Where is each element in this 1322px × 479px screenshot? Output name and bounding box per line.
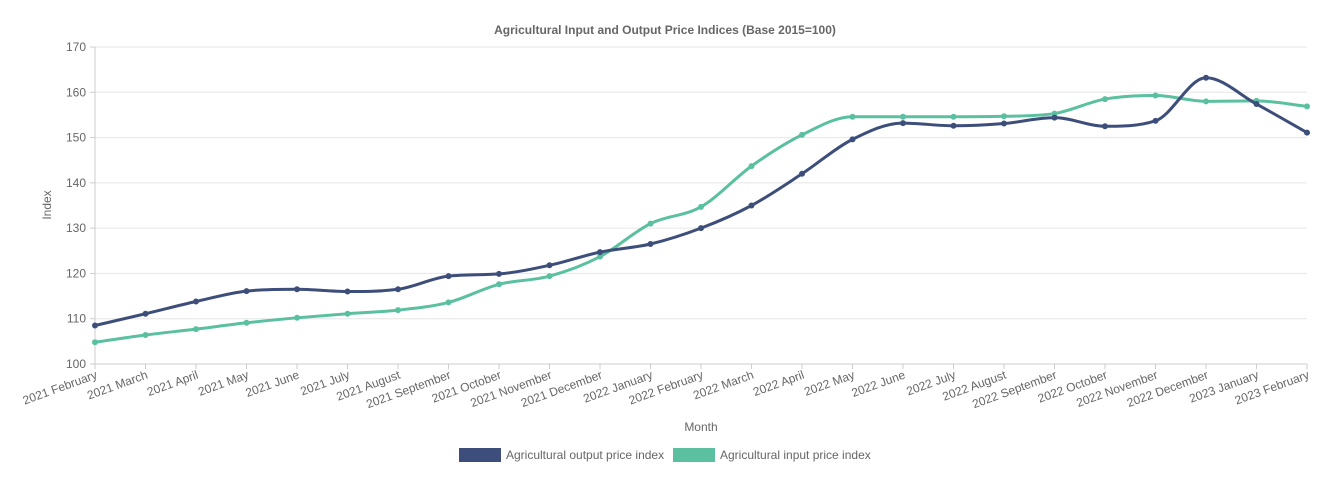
data-point-input[interactable] [193, 326, 199, 333]
legend-label-output: Agricultural output price index [506, 448, 664, 462]
data-point-input[interactable] [1152, 92, 1159, 99]
data-point-output[interactable] [445, 273, 452, 280]
data-point-output[interactable] [597, 249, 603, 256]
data-point-output[interactable] [92, 322, 98, 329]
y-tick-label: 160 [66, 85, 86, 99]
data-point-output[interactable] [1253, 101, 1260, 108]
y-tick-label: 120 [66, 266, 86, 280]
data-point-output[interactable] [496, 270, 502, 277]
data-point-output[interactable] [900, 120, 906, 127]
data-point-output[interactable] [698, 225, 704, 232]
legend-label-input: Agricultural input price index [720, 448, 871, 462]
chart-title: Agricultural Input and Output Price Indi… [494, 23, 836, 37]
data-point-input[interactable] [698, 203, 704, 210]
series-group [92, 74, 1310, 346]
x-tick-label: 2021 May [196, 368, 250, 399]
data-point-output[interactable] [647, 240, 654, 247]
data-point-input[interactable] [799, 131, 805, 138]
y-tick-label: 150 [66, 131, 86, 145]
data-point-output[interactable] [849, 136, 856, 143]
data-point-input[interactable] [496, 281, 502, 288]
x-tick-label: 2021 June [244, 368, 302, 400]
data-point-output[interactable] [395, 286, 401, 293]
data-point-output[interactable] [243, 288, 250, 295]
data-point-input[interactable] [92, 339, 98, 346]
y-tick-label: 140 [66, 176, 86, 190]
data-point-input[interactable] [243, 319, 250, 326]
legend-item-input[interactable]: Agricultural input price index [673, 448, 871, 462]
data-point-input[interactable] [142, 332, 149, 339]
data-point-input[interactable] [1304, 103, 1310, 110]
x-tick-label: 2022 May [802, 368, 856, 399]
data-point-input[interactable] [1001, 113, 1007, 120]
x-tick-label: 2022 June [850, 368, 908, 400]
data-point-output[interactable] [1203, 74, 1209, 81]
data-point-output[interactable] [546, 262, 553, 269]
y-axis: 100 110 120 130 140 150 160 170 [66, 40, 96, 371]
data-point-input[interactable] [395, 307, 401, 314]
data-point-output[interactable] [799, 170, 805, 177]
series-line-output [93, 76, 1309, 328]
data-point-output[interactable] [748, 202, 755, 209]
data-point-output[interactable] [193, 298, 199, 305]
data-point-input[interactable] [445, 299, 452, 306]
data-point-input[interactable] [344, 310, 351, 317]
data-point-output[interactable] [1001, 120, 1007, 127]
y-tick-label: 100 [66, 357, 86, 371]
data-point-input[interactable] [294, 314, 300, 321]
y-axis-title: Index [40, 190, 54, 219]
data-point-input[interactable] [647, 220, 654, 227]
data-point-output[interactable] [294, 286, 300, 293]
data-point-output[interactable] [1304, 129, 1310, 136]
x-tick-label: 2022 April [751, 368, 806, 399]
legend-swatch-input [673, 448, 715, 462]
data-point-input[interactable] [849, 113, 856, 120]
x-axis-title: Month [684, 420, 717, 434]
data-point-output[interactable] [142, 310, 149, 317]
data-point-input[interactable] [546, 273, 553, 280]
data-point-input[interactable] [900, 113, 906, 120]
data-point-output[interactable] [344, 288, 351, 295]
data-point-output[interactable] [1102, 123, 1108, 130]
x-tick-label: 2021 April [145, 368, 200, 399]
legend-item-output[interactable]: Agricultural output price index [459, 448, 664, 462]
data-point-input[interactable] [748, 163, 755, 170]
data-point-output[interactable] [1152, 117, 1159, 124]
data-point-output[interactable] [1051, 114, 1058, 121]
data-point-input[interactable] [1102, 96, 1108, 103]
y-tick-label: 130 [66, 221, 86, 235]
y-tick-label: 170 [66, 40, 86, 54]
data-point-input[interactable] [1203, 98, 1209, 105]
legend-swatch-output [459, 448, 501, 462]
series-line-input [93, 93, 1309, 344]
y-tick-label: 110 [67, 312, 86, 326]
data-point-output[interactable] [950, 122, 957, 129]
legend: Agricultural output price index Agricultu… [459, 448, 871, 462]
data-point-input[interactable] [950, 113, 957, 120]
